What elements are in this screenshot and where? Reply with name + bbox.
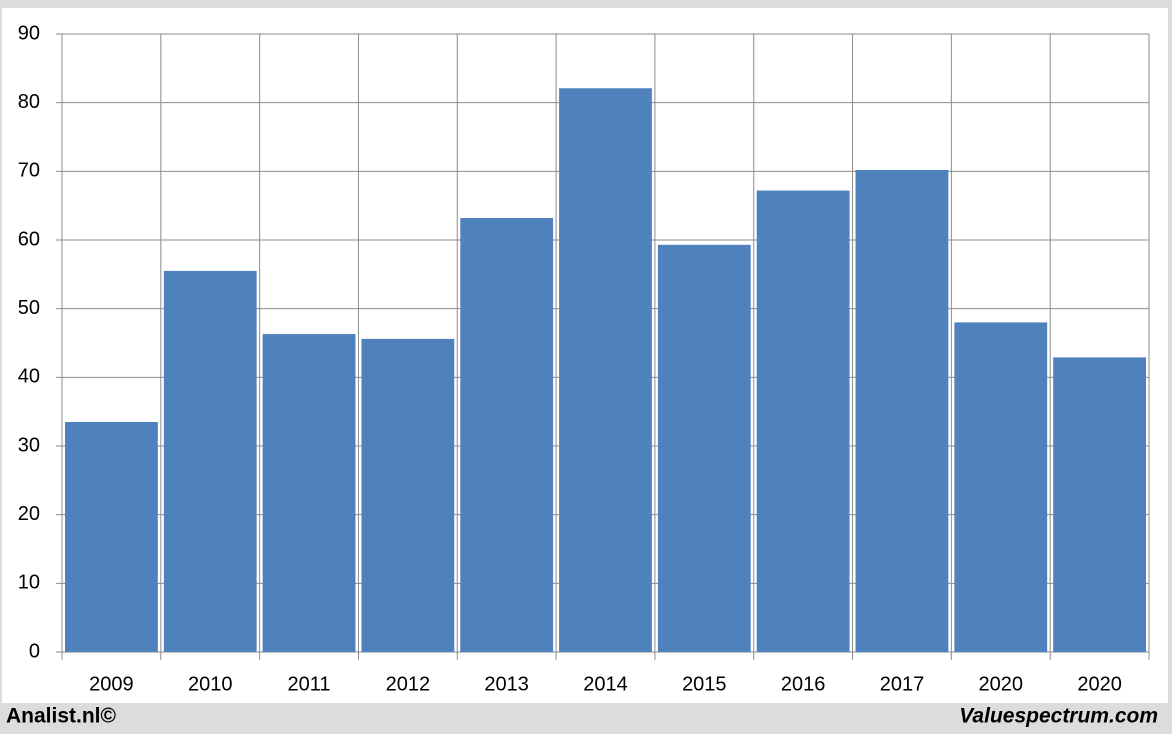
x-tick-label: 2015 [682,673,727,695]
y-tick-label: 60 [18,228,40,250]
bar [657,244,751,652]
x-tick-label: 2011 [288,673,331,695]
bar [262,334,356,652]
bar [954,322,1048,652]
bar [756,190,850,652]
x-tick-label: 2009 [89,673,134,695]
y-tick-label: 40 [18,366,40,388]
x-tick-label: 2016 [781,673,826,695]
y-tick-label: 20 [18,503,40,525]
x-tick-label: 2010 [188,673,233,695]
bar [855,169,949,652]
x-tick-label: 2014 [583,673,628,695]
footer-right: Valuespectrum.com [959,705,1158,728]
y-tick-label: 80 [18,91,40,113]
y-tick-label: 70 [18,160,40,182]
y-tick-label: 30 [18,434,40,456]
x-tick-label: 2017 [880,673,925,695]
bar [361,338,455,652]
bar [65,421,158,652]
y-tick-label: 10 [18,572,40,594]
bar [163,270,257,652]
bar [559,88,652,653]
y-tick-label: 50 [18,297,40,319]
y-tick-label: 90 [18,22,40,44]
x-tick-label: 2020 [979,673,1024,695]
bar [460,218,554,652]
bar [1053,357,1146,652]
y-tick-label: 0 [29,640,40,662]
footer-left: Analist.nl© [6,705,117,728]
x-tick-label: 2012 [386,673,431,695]
x-tick-label: 2013 [484,673,529,695]
x-tick-label: 2020 [1077,673,1122,695]
